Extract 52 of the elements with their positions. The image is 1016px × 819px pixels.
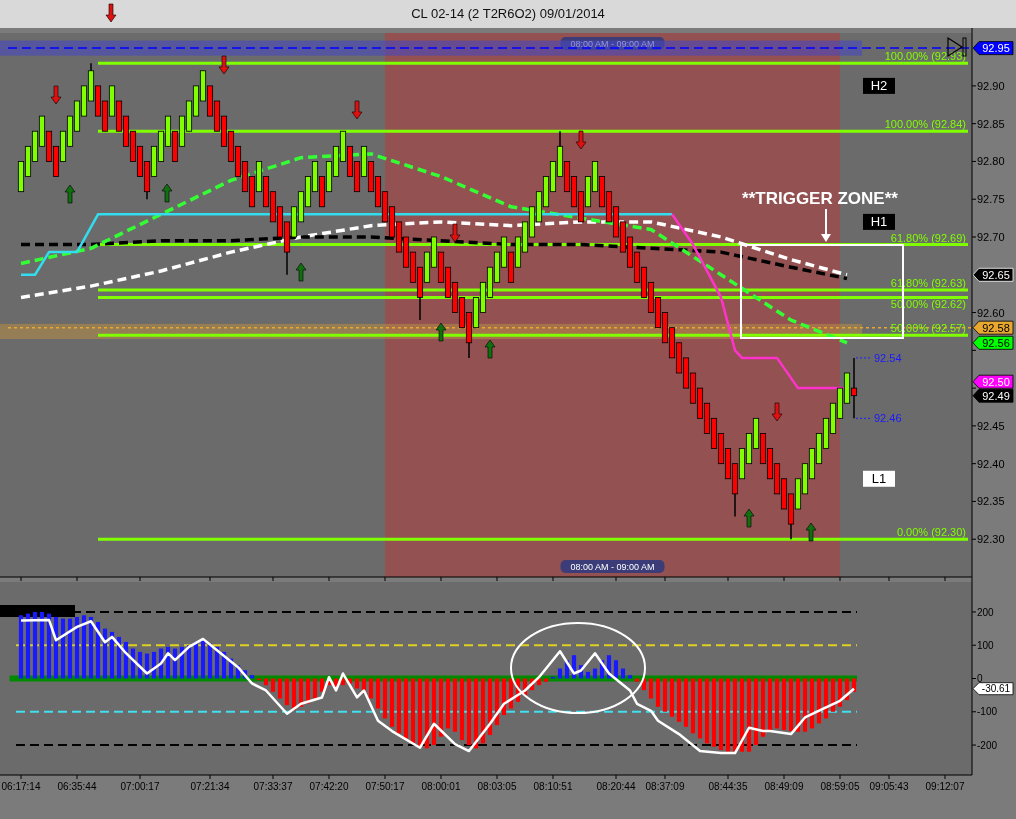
x-tick-label: 08:20:44 — [596, 781, 636, 792]
y-tick-label: 92.80 — [977, 155, 1005, 168]
y-tick-label: 92.85 — [977, 117, 1005, 130]
ref-line-label: 0.00% (92.30) — [896, 526, 966, 539]
x-tick-label: 07:00:17 — [120, 781, 160, 792]
x-tick-label: 06:17:14 — [1, 781, 41, 792]
chart-title: CL 02-14 (2 T2R6O2) 09/01/2014 — [411, 6, 605, 21]
y-tick-label: -200 — [977, 739, 998, 751]
y-tick-label: 92.30 — [977, 533, 1005, 546]
x-tick-label: 07:21:34 — [190, 781, 230, 792]
text: 92.56 — [982, 336, 1010, 349]
y-tick-label: 0 — [977, 673, 983, 685]
annotation: 08:00 AM - 09:00 AM — [570, 562, 655, 572]
text: 92.49 — [982, 389, 1010, 402]
y-tick-label: 92.35 — [977, 495, 1005, 508]
ref-line-label: 100.00% (92.84) — [884, 118, 966, 131]
x-tick-label: 08:37:09 — [645, 781, 685, 792]
y-tick-label: 92.70 — [977, 230, 1005, 243]
x-tick-label: 07:33:37 — [253, 781, 293, 792]
x-tick-label: 07:42:20 — [309, 781, 349, 792]
y-tick-label: 92.40 — [977, 457, 1005, 470]
text: 92.50 — [982, 375, 1010, 388]
text: -30.61 — [981, 683, 1011, 695]
y-tick-label: 100 — [977, 639, 995, 651]
y-tick-label: 92.60 — [977, 306, 1005, 319]
annotation: **TRIGGER ZONE** — [742, 189, 899, 208]
x-tick-label: 08:59:05 — [820, 781, 860, 792]
x-tick-label: 08:03:05 — [477, 781, 517, 792]
y-tick-label: 200 — [977, 606, 995, 618]
y-tick-label: 92.45 — [977, 419, 1005, 432]
x-tick-label: 08:10:51 — [533, 781, 573, 792]
x-tick-label: 09:12:07 — [925, 781, 965, 792]
annotation: H1 — [870, 214, 888, 230]
y-tick-label: 92.90 — [977, 79, 1005, 92]
band-label: 08:00 AM - 09:00 AM — [570, 39, 655, 49]
ref-line-label: 92.58 — [982, 321, 1010, 334]
x-tick-label: 08:00:01 — [421, 781, 461, 792]
annotation: 92.54 — [874, 351, 902, 364]
annotation: H2 — [870, 78, 888, 94]
x-tick-label: 07:50:17 — [365, 781, 405, 792]
ref-line-label: 92.95 — [982, 42, 1010, 55]
y-tick-label: -100 — [977, 706, 998, 718]
annotation: L1 — [871, 471, 887, 487]
ref-line-label: 61.80% (92.69) — [890, 231, 966, 244]
x-tick-label: 08:49:09 — [764, 781, 804, 792]
ref-line-label: 100.00% (92.93) — [884, 50, 966, 63]
x-tick-label: 09:05:43 — [869, 781, 909, 792]
text: 92.65 — [982, 268, 1010, 281]
x-tick-label: 06:35:44 — [57, 781, 97, 792]
y-tick-label: 92.75 — [977, 193, 1005, 206]
x-tick-label: 08:44:35 — [708, 781, 748, 792]
annotation: 92.46 — [874, 412, 902, 425]
